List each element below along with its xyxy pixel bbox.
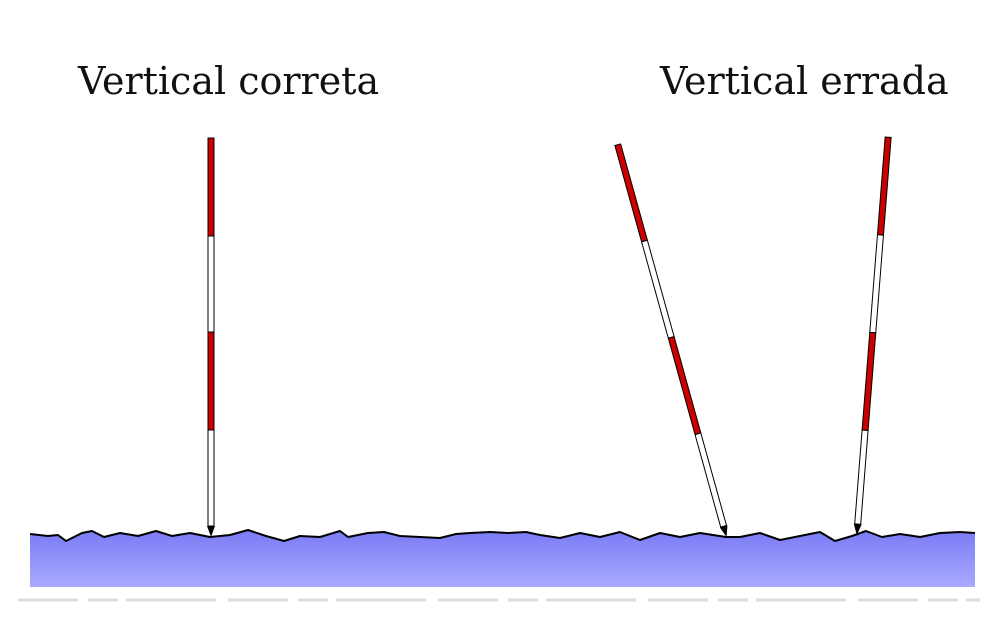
pole-vertical-correct — [207, 138, 215, 537]
pole-segment-red — [208, 332, 214, 430]
pole-tilted-left — [614, 144, 730, 538]
pole-segment-red — [877, 137, 891, 235]
pole-segment-white — [642, 240, 675, 338]
pole-segment-white — [870, 235, 884, 333]
pole-segment-white — [695, 433, 726, 527]
pole-segment-red — [668, 337, 701, 435]
ground-surface — [30, 530, 975, 587]
pole-segment-white — [208, 430, 214, 526]
pole-segment-white — [855, 430, 868, 524]
pole-tip — [207, 526, 215, 537]
pole-tilted-right — [853, 137, 892, 535]
pole-segment-white — [208, 236, 214, 332]
pole-segment-red — [862, 332, 876, 430]
pole-segment-red — [208, 138, 214, 236]
pole-segment-red — [615, 144, 648, 242]
